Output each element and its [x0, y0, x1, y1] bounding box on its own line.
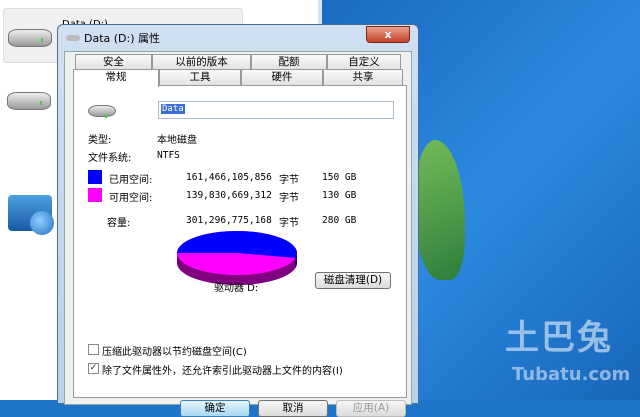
capacity-bytes: 301,296,775,168 [186, 215, 272, 226]
divider [88, 166, 394, 167]
compress-checkbox[interactable] [88, 344, 99, 355]
tab-sharing[interactable]: 共享 [323, 69, 403, 85]
capacity-unit: 字节 [279, 218, 299, 229]
tab-general[interactable]: 常规 [73, 69, 159, 87]
disk-cleanup-button[interactable]: 磁盘清理(D) [315, 272, 391, 289]
pie-slice-used [177, 231, 297, 258]
drive-icon [66, 35, 80, 41]
ok-button[interactable]: 确定 [180, 400, 250, 417]
divider [88, 209, 394, 210]
type-label: 类型: [88, 135, 112, 146]
free-color-swatch [88, 188, 102, 202]
fs-value: NTFS [157, 150, 180, 161]
capacity-label: 容量: [107, 218, 131, 229]
used-bytes: 161,466,105,856 [186, 172, 272, 183]
tab-hardware[interactable]: 硬件 [241, 69, 323, 85]
divider [88, 127, 394, 128]
divider [88, 298, 394, 299]
capacity-size: 280 GB [322, 215, 357, 226]
index-label[interactable]: 除了文件属性外，还允许索引此驱动器上文件的内容(I) [102, 366, 343, 377]
dialog-client: 安全 以前的版本 配额 自定义 常规 工具 硬件 共享 Data 类型: 本地磁… [64, 51, 412, 417]
drive-caption: 驱动器 D: [214, 283, 259, 294]
fs-label: 文件系统: [88, 153, 132, 164]
free-unit: 字节 [279, 193, 299, 204]
used-label: 已用空间: [109, 175, 153, 186]
watermark-en: Tubatu.com [512, 364, 631, 385]
tab-security[interactable]: 安全 [75, 54, 152, 69]
free-label: 可用空间: [109, 193, 153, 204]
apply-button[interactable]: 应用(A) [336, 400, 406, 417]
type-value: 本地磁盘 [157, 135, 197, 146]
cancel-button[interactable]: 取消 [258, 400, 328, 417]
compress-label[interactable]: 压缩此驱动器以节约磁盘空间(C) [102, 347, 247, 358]
dialog-title: Data (D:) 属性 [84, 32, 161, 45]
tab-tools[interactable]: 工具 [159, 69, 241, 85]
general-panel: Data 类型: 本地磁盘 文件系统: NTFS 已用空间: 161,466,1… [73, 85, 407, 398]
tab-quota[interactable]: 配额 [251, 54, 327, 69]
free-bytes: 139,830,669,312 [186, 190, 272, 201]
watermark: 土巴兔 [505, 318, 613, 358]
properties-dialog: Data (D:) 属性 x 安全 以前的版本 配额 自定义 常规 工具 硬件 … [57, 24, 419, 417]
hard-drive-icon [88, 105, 116, 118]
index-checkbox[interactable]: ✓ [88, 363, 99, 374]
tab-previous-versions[interactable]: 以前的版本 [152, 54, 251, 69]
volume-name-input[interactable]: Data [158, 101, 394, 119]
close-button[interactable]: x [366, 26, 410, 43]
hard-drive-icon [8, 29, 52, 47]
used-size: 150 GB [322, 172, 357, 183]
free-size: 130 GB [322, 190, 357, 201]
network-folder-icon[interactable] [8, 195, 54, 235]
pie-side-used [295, 253, 297, 268]
tab-customize[interactable]: 自定义 [327, 54, 401, 69]
hard-drive-icon[interactable] [7, 92, 51, 110]
disk-usage-pie [177, 231, 297, 285]
used-color-swatch [88, 170, 102, 184]
used-unit: 字节 [279, 175, 299, 186]
